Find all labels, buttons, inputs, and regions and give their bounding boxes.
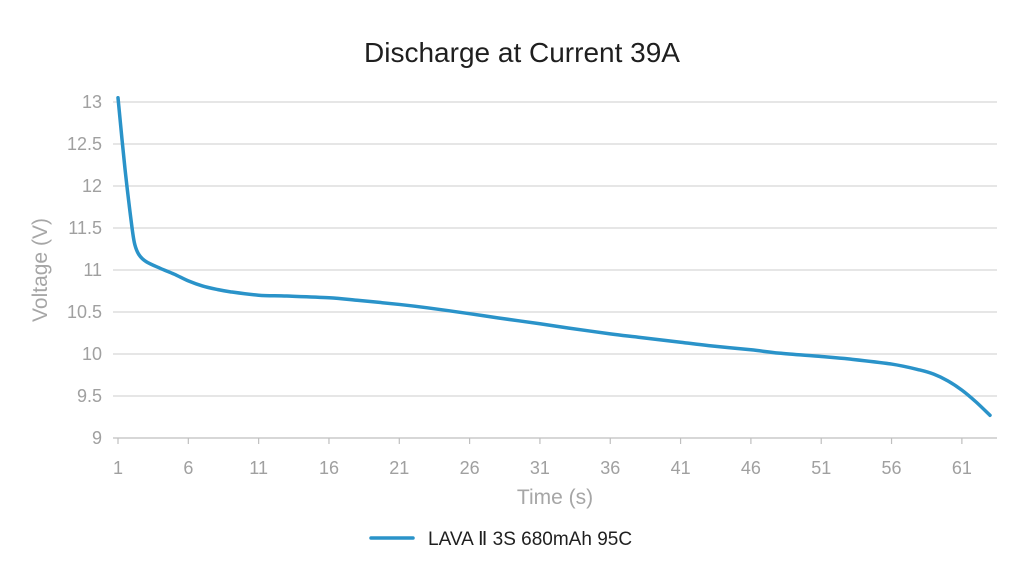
legend-label: LAVA Ⅱ 3S 680mAh 95C <box>428 529 632 550</box>
y-tick-label: 10 <box>82 344 102 364</box>
y-tick-label: 9.5 <box>77 386 102 406</box>
x-tick-label: 46 <box>741 458 761 478</box>
y-tick-label: 12.5 <box>67 134 102 154</box>
x-axis-title: Time (s) <box>517 486 593 509</box>
x-tick-label: 21 <box>389 458 409 478</box>
grid-lines <box>113 101 997 439</box>
x-tick-label: 41 <box>671 458 691 478</box>
x-tick-label: 11 <box>249 458 268 478</box>
y-tick-label: 13 <box>82 92 102 112</box>
x-tick-label: 36 <box>600 458 620 478</box>
y-axis-title: Voltage (V) <box>29 218 52 322</box>
y-tick-label: 12 <box>82 176 102 196</box>
x-tick-label: 26 <box>460 458 480 478</box>
x-axis-ticks: 1 6 11 16 21 26 31 36 41 46 51 56 61 <box>113 438 972 478</box>
y-tick-label: 11 <box>83 260 102 280</box>
y-axis-ticks: 13 12.5 12 11.5 11 10.5 10 9.5 9 <box>67 92 102 448</box>
chart-title: Discharge at Current 39A <box>364 37 680 68</box>
series-line-0 <box>116 96 992 418</box>
x-tick-label: 56 <box>882 458 902 478</box>
x-tick-label: 51 <box>811 458 831 478</box>
y-tick-label: 11.5 <box>68 218 102 238</box>
x-tick-label: 61 <box>952 458 972 478</box>
x-tick-label: 31 <box>530 458 550 478</box>
x-tick-label: 16 <box>319 458 339 478</box>
legend: LAVA Ⅱ 3S 680mAh 95C <box>369 529 632 550</box>
series-lines <box>116 96 992 418</box>
y-tick-label: 10.5 <box>67 302 102 322</box>
x-tick-label: 6 <box>183 458 193 478</box>
x-tick-label: 1 <box>113 458 123 478</box>
y-tick-label: 9 <box>92 428 102 448</box>
